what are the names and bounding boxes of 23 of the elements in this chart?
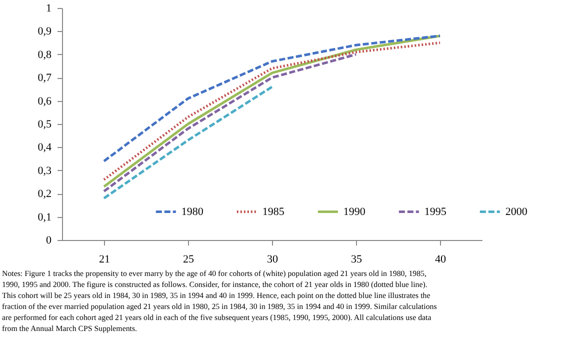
y-tick-label: 0,5 — [38, 118, 52, 130]
x-tick-label: 35 — [351, 254, 362, 266]
y-tick-label: 0,6 — [38, 95, 52, 108]
x-tick-label: 40 — [435, 254, 446, 266]
y-tick-label: 0,1 — [38, 211, 52, 224]
y-tick-label: 0,8 — [38, 48, 52, 61]
legend-label: 1990 — [343, 206, 366, 218]
legend-label: 1980 — [181, 206, 204, 218]
line-series — [102, 34, 442, 162]
legend-label: 2000 — [505, 206, 528, 218]
x-tick-label: 25 — [183, 254, 194, 266]
x-tick-label: 30 — [267, 254, 278, 266]
y-tick-label: 0,2 — [38, 188, 52, 200]
y-tick-label: 0 — [46, 234, 52, 246]
x-tick-label: 21 — [99, 254, 110, 266]
legend-label: 1995 — [424, 206, 447, 218]
y-tick-label: 0,3 — [38, 164, 52, 177]
line-series — [102, 53, 358, 193]
legend-label: 1985 — [262, 206, 285, 218]
y-tick-label: 1 — [46, 2, 52, 14]
y-tick-label: 0,7 — [38, 72, 52, 84]
y-tick-label: 0,4 — [38, 142, 52, 154]
y-tick-label: 0,9 — [38, 26, 52, 38]
